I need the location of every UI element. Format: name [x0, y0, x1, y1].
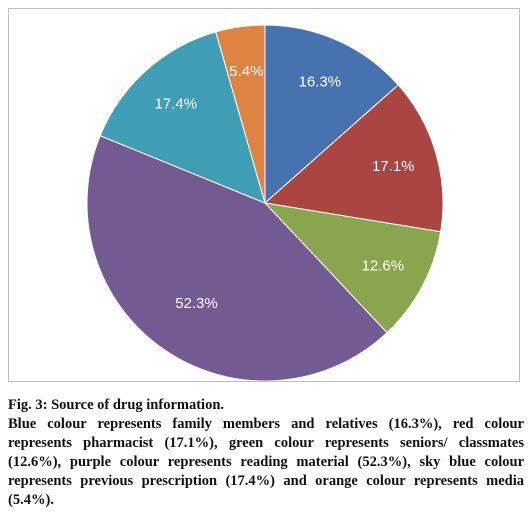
pie-slice-4	[99, 31, 266, 204]
pie-slice-2	[263, 202, 442, 334]
pie-slice-label-5: 5.4%	[229, 63, 263, 80]
pie-slice-3	[86, 135, 388, 381]
pie-slice-1	[263, 84, 444, 233]
chart-frame: 16.3% 17.1% 12.6% 52.3% 17.4% 5.4%	[8, 8, 520, 382]
caption-body: Blue colour represents family members an…	[8, 416, 524, 508]
pie-slice-5	[215, 24, 266, 204]
pie-slice-label-3: 52.3%	[175, 295, 218, 312]
pie-slice-label-2: 12.6%	[362, 258, 405, 275]
pie-slice-label-4: 17.4%	[155, 96, 198, 113]
pie-slice-label-0: 16.3%	[299, 73, 342, 90]
pie-slice-label-1: 17.1%	[372, 158, 415, 175]
pie-chart: 16.3% 17.1% 12.6% 52.3% 17.4% 5.4%	[86, 24, 444, 381]
figure-caption: Fig. 3: Source of drug information. Blue…	[8, 396, 524, 510]
caption-title: Fig. 3: Source of drug information.	[8, 397, 225, 413]
pie-slice-0	[264, 24, 399, 205]
